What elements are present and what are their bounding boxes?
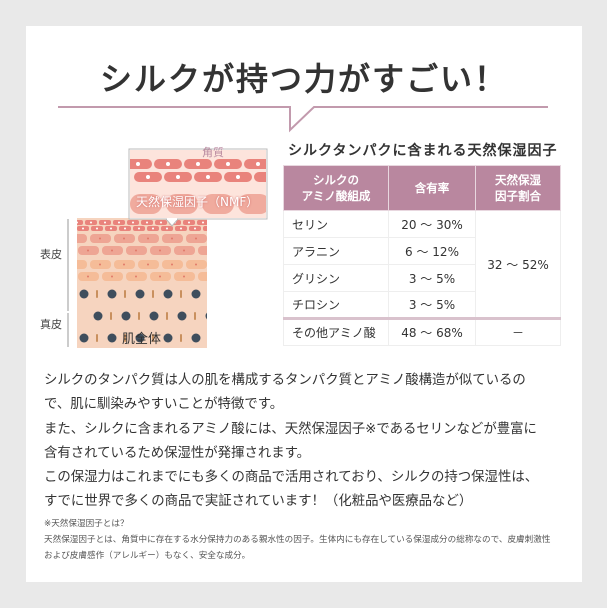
- page-title: シルクが持つ力がすごい！: [99, 60, 508, 98]
- cell-name: グリシン: [283, 264, 389, 292]
- body-line: シルクのタンパク質は人の肌を構成するタンパク質とアミノ酸構造が似ているの: [44, 373, 526, 388]
- table-row: セリン 20 ～ 30% 32 ～ 52%: [283, 210, 561, 319]
- dermis-label: 真皮: [40, 318, 62, 331]
- amino-acid-table: シルクの アミノ酸組成 含有率 天然保湿 因子割合 セリン 20 ～ 30% 32 …: [283, 165, 561, 346]
- nmf-label: 天然保湿因子（NMF）: [136, 195, 259, 209]
- cell-rate: 3 ～ 5%: [388, 264, 476, 292]
- footnote: ※天然保湿因子とは？ 天然保湿因子とは、角質中に存在する水分保持力のある親水性の…: [44, 516, 574, 564]
- cell-name: セリン: [283, 210, 389, 238]
- footnote-line: 天然保湿因子とは、角質中に存在する水分保持力のある親水性の因子。生体内にも存在し…: [44, 535, 551, 545]
- header-composition: シルクの アミノ酸組成: [283, 165, 389, 211]
- body-line: また、シルクに含まれるアミノ酸には、天然保湿因子※であるセリンなどが豊富に: [44, 421, 537, 437]
- cell-ratio: －: [475, 317, 561, 346]
- footnote-title: ※天然保湿因子とは？: [44, 519, 129, 529]
- header-nmf-ratio: 天然保湿 因子割合: [475, 165, 561, 211]
- speech-divider: [58, 106, 548, 133]
- cell-name: アラニン: [283, 237, 389, 265]
- whole-skin-label: 肌全体: [122, 332, 162, 347]
- cell-rate: 6 ～ 12%: [388, 237, 476, 265]
- cell-group-ratio: 32 ～ 52%: [475, 210, 561, 319]
- cell-name: その他アミノ酸: [283, 317, 389, 346]
- epidermis-label: 表皮: [40, 248, 62, 261]
- table-title: シルクタンパクに含まれる天然保湿因子: [288, 143, 558, 159]
- footnote-line: および皮膚感作（アレルギー）もなく、安全な成分。: [44, 551, 251, 561]
- body-line: で、肌に馴染みやすいことが特徴です。: [44, 397, 284, 413]
- cell-name: チロシン: [283, 291, 389, 319]
- body-line: すでに世界で多くの商品で実証されています！（化粧品や医療品など）: [44, 494, 473, 510]
- body-text: シルクのタンパク質は人の肌を構成するタンパク質とアミノ酸構造が似ているの で、肌…: [44, 369, 574, 515]
- content-card: シルクが持つ力がすごい！ 角質 天然保湿因子（NMF） 表皮 真皮 肌全体 シル…: [26, 26, 582, 582]
- body-line: 含有されているため保湿性が発揮されます。: [44, 445, 311, 461]
- table-row: その他アミノ酸 48 ～ 68% －: [283, 317, 561, 346]
- cell-rate: 20 ～ 30%: [388, 210, 476, 238]
- header-rate: 含有率: [388, 165, 476, 211]
- cell-rate: 3 ～ 5%: [388, 291, 476, 319]
- cell-rate: 48 ～ 68%: [388, 317, 476, 346]
- corneum-label: 角質: [202, 146, 224, 159]
- skin-illustration: [67, 148, 268, 348]
- body-line: この保湿力はこれまでにも多くの商品で活用されており、シルクの持つ保湿性は、: [44, 470, 539, 486]
